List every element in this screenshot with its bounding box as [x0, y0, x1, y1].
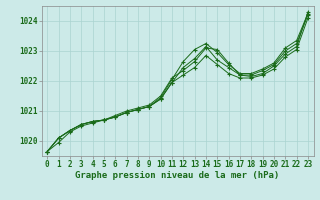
X-axis label: Graphe pression niveau de la mer (hPa): Graphe pression niveau de la mer (hPa): [76, 171, 280, 180]
